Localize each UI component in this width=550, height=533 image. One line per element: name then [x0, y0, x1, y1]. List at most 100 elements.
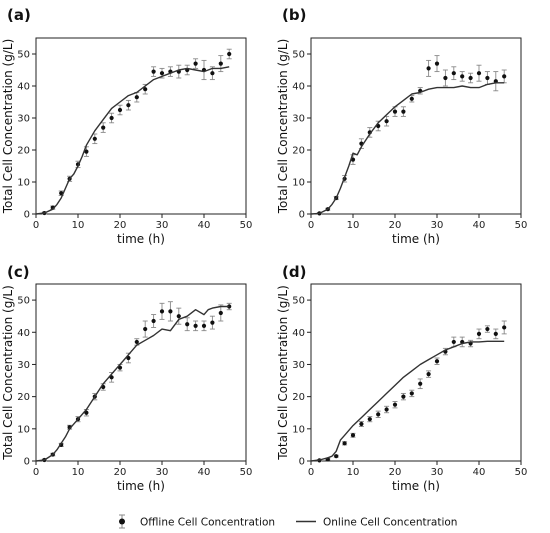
offline-data-point [185, 322, 190, 327]
offline-data-point [485, 326, 490, 332]
y-tick-label: 20 [292, 146, 305, 157]
y-tick-label: 50 [17, 296, 30, 307]
x-tick-label: 30 [156, 220, 169, 231]
offline-data-point [502, 74, 507, 79]
chart-panels: (a) 0 10 20 30 40 50 0 10 20 30 40 50 time (h) Total C… [1, 6, 527, 493]
offline-data-point [401, 394, 406, 399]
y-tick-label: 50 [292, 50, 305, 61]
chart-panel: (d) 0 10 20 30 40 50 0 10 20 30 40 50 time (h) Total C… [276, 263, 527, 493]
x-tick-label: 50 [240, 467, 253, 478]
x-tick-label: 10 [347, 467, 360, 478]
x-tick-label: 50 [515, 220, 528, 231]
panel-label: (b) [282, 6, 306, 24]
x-tick-label: 20 [389, 220, 402, 231]
legend-item-offline: Offline Cell Concentration [119, 514, 275, 529]
panel-label: (d) [282, 263, 306, 281]
offline-data-point [367, 417, 372, 422]
offline-data-point [143, 326, 148, 332]
offline-data-point [451, 71, 456, 76]
offline-data-point [159, 71, 165, 76]
y-tick-label: 40 [17, 82, 30, 93]
offline-data-point [392, 402, 398, 407]
y-tick-label: 0 [299, 457, 305, 468]
y-tick-label: 0 [24, 457, 30, 468]
offline-data-point [359, 421, 364, 427]
x-tick-label: 40 [198, 220, 211, 231]
offline-data-point [168, 309, 173, 314]
offline-data-point [476, 331, 482, 336]
offline-data-point [227, 51, 232, 57]
offline-data-point [176, 314, 181, 319]
offline-data-point [210, 71, 215, 76]
x-tick-label: 20 [389, 467, 402, 478]
offline-data-point [126, 103, 131, 108]
legend-offline-marker [119, 518, 125, 525]
y-tick-label: 30 [292, 114, 305, 125]
offline-data-point [418, 381, 423, 386]
y-axis-title: Total Cell Concentration (g/L) [1, 285, 15, 461]
plot-frame [310, 37, 522, 215]
panel-label: (c) [7, 263, 30, 281]
offline-data-point [334, 454, 339, 459]
x-tick-label: 0 [308, 220, 314, 231]
y-tick-label: 20 [17, 146, 30, 157]
legend-offline-label: Offline Cell Concentration [140, 517, 275, 529]
chart-panel: (b) 0 10 20 30 40 50 0 10 20 30 40 50 time (h) Total C… [276, 6, 527, 246]
x-tick-label: 50 [515, 467, 528, 478]
y-tick-label: 30 [17, 114, 30, 125]
y-tick-label: 10 [292, 178, 305, 189]
offline-data-point [401, 109, 406, 114]
chart-panel: (c) 0 10 20 30 40 50 0 10 20 30 40 50 time (h) Total C… [1, 263, 252, 493]
offline-data-point [460, 74, 465, 79]
online-series-line [310, 82, 505, 215]
offline-data-point [92, 136, 97, 141]
y-axis-title: Total Cell Concentration (g/L) [276, 39, 290, 215]
y-tick-label: 20 [292, 392, 305, 403]
x-tick-label: 10 [347, 220, 360, 231]
offline-data-point [350, 433, 356, 438]
offline-data-point [493, 331, 498, 336]
y-tick-label: 0 [299, 210, 305, 221]
offline-data-point [384, 407, 389, 412]
panel-label: (a) [7, 6, 31, 24]
x-axis-title: time (h) [117, 479, 165, 493]
online-series-line [35, 305, 230, 462]
x-tick-label: 40 [198, 467, 211, 478]
legend: Offline Cell Concentration Online Cell C… [119, 514, 457, 529]
x-tick-label: 40 [473, 220, 486, 231]
offline-data-point [342, 441, 347, 446]
offline-data-point [210, 320, 215, 325]
offline-data-point [109, 115, 114, 121]
offline-data-point [117, 107, 123, 113]
offline-data-point [502, 325, 507, 330]
offline-data-point [134, 339, 139, 345]
y-axis-title: Total Cell Concentration (g/L) [276, 285, 290, 461]
plot-frame [35, 37, 247, 215]
x-tick-label: 30 [431, 467, 444, 478]
y-tick-label: 10 [17, 424, 30, 435]
offline-data-point [193, 61, 198, 66]
offline-data-point [468, 75, 473, 81]
offline-data-point [151, 69, 156, 74]
offline-data-point [201, 323, 207, 328]
y-tick-label: 40 [292, 328, 305, 339]
y-tick-label: 40 [17, 328, 30, 339]
y-tick-label: 50 [292, 296, 305, 307]
x-tick-label: 10 [72, 220, 85, 231]
x-tick-label: 0 [33, 220, 39, 231]
offline-data-point [476, 71, 482, 76]
y-tick-label: 10 [292, 424, 305, 435]
x-tick-label: 0 [308, 467, 314, 478]
x-tick-label: 30 [156, 467, 169, 478]
plot-frame [35, 283, 247, 462]
plot-frame [310, 283, 522, 462]
offline-data-point [392, 109, 398, 114]
offline-data-point [376, 412, 381, 417]
offline-data-point [434, 61, 440, 66]
offline-data-point [101, 125, 106, 130]
x-tick-label: 30 [431, 220, 444, 231]
x-axis-title: time (h) [392, 232, 440, 246]
offline-data-point [426, 372, 431, 377]
offline-data-point [193, 323, 198, 328]
